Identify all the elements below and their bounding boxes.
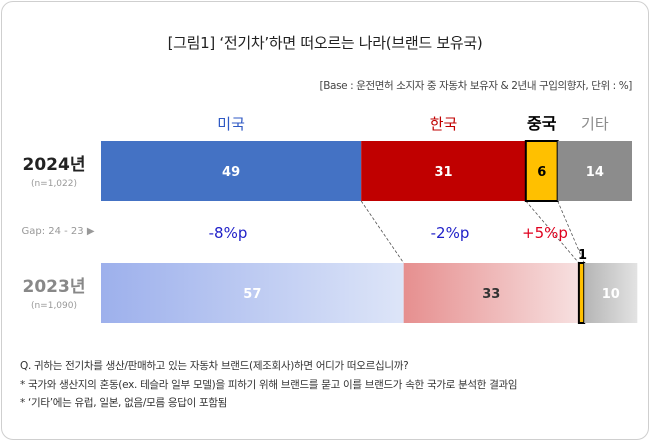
connector-1 <box>525 200 580 264</box>
bar-2024-3 <box>557 141 632 201</box>
bar-2024-label-1: 31 <box>434 165 452 180</box>
bar-2023-2 <box>577 262 586 324</box>
category-label-2: 중국 <box>527 114 557 133</box>
bar-2023-label-0: 57 <box>243 287 261 302</box>
bar-2023-0 <box>101 263 404 323</box>
row-label-1: 2023년 <box>23 277 86 297</box>
gap-value-1: -2%p <box>431 224 470 242</box>
row-label-0: 2024년 <box>23 155 86 175</box>
note-2: * ‘기타’에는 유럽, 일본, 없음/모름 응답이 포함됨 <box>20 397 228 409</box>
bar-2023-label-1: 33 <box>482 287 500 302</box>
category-label-0: 미국 <box>217 115 245 133</box>
stacked-bar-chart: 미국 한국 중국 기타 49 31 6 14 57 33 1 10 2024년 (n=1,022) 2023… <box>21 114 638 324</box>
bar-2023-label-3: 10 <box>602 287 620 302</box>
connector-2 <box>557 200 585 264</box>
bar-2023-label-2: 1 <box>578 248 587 263</box>
row-sublabel-1: (n=1,090) <box>31 301 77 311</box>
chart-title: [그림1] ‘전기차’하면 떠오르는 나라(브랜드 보유국) <box>167 34 483 52</box>
gap-label: Gap: 24 - 23 ▶ <box>21 226 94 237</box>
gap-value-0: -8%p <box>209 224 248 242</box>
bar-2024-0 <box>101 141 362 201</box>
bar-2023-1 <box>403 263 579 323</box>
gap-value-2: +5%p <box>522 224 568 242</box>
row-sublabel-0: (n=1,022) <box>31 179 77 189</box>
bar-2024-label-3: 14 <box>586 165 604 180</box>
bar-2024-1 <box>361 141 526 201</box>
category-label-3: 기타 <box>581 115 609 133</box>
category-label-1: 한국 <box>430 115 458 133</box>
bar-2024-label-2: 6 <box>537 165 546 180</box>
footnotes: Q. 귀하는 전기차를 생산/판매하고 있는 자동차 브랜드(제조회사)하면 어… <box>20 357 518 413</box>
chart-subtitle: [Base : 운전면허 소지자 중 자동차 보유자 & 2년내 구입의향자, … <box>319 80 633 92</box>
note-1: * 국가와 생산지의 혼동(ex. 테슬라 일부 모델)을 피하기 위해 브랜드… <box>20 378 518 391</box>
bar-2023-3 <box>584 263 638 323</box>
connector-0 <box>360 200 404 264</box>
note-question: Q. 귀하는 전기차를 생산/판매하고 있는 자동차 브랜드(제조회사)하면 어… <box>20 360 409 372</box>
bar-2024-label-0: 49 <box>222 165 240 180</box>
